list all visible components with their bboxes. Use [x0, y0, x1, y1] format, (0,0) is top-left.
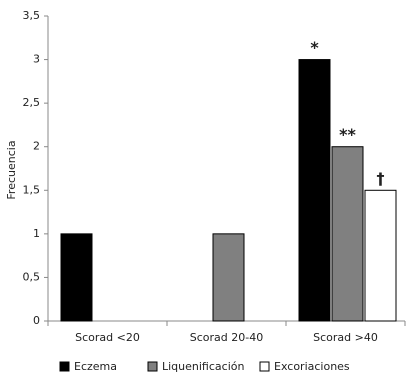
- y-tick-label: 0: [33, 314, 40, 327]
- legend-label: Excoriaciones: [274, 360, 350, 373]
- bar-annotation: *: [310, 38, 319, 57]
- y-tick-label: 3: [33, 53, 40, 66]
- bar-annotation: **: [339, 125, 356, 144]
- bar: [364, 189, 397, 322]
- y-tick-label: 0,5: [23, 270, 41, 283]
- bar: [60, 233, 93, 322]
- legend-label: Liquenificación: [162, 360, 244, 373]
- y-tick-label: 2,5: [23, 96, 41, 109]
- legend-label: Eczema: [74, 360, 117, 373]
- legend-swatch: [147, 361, 158, 372]
- y-tick-label: 3,5: [23, 9, 41, 22]
- y-tick-label: 1,5: [23, 183, 41, 196]
- legend-swatch: [59, 361, 70, 372]
- y-axis-label: Frecuencia: [5, 140, 18, 199]
- bar-annotation: †: [377, 169, 385, 188]
- x-tick-label: Scorad 20-40: [190, 331, 263, 344]
- y-tick-label: 1: [33, 227, 40, 240]
- y-tick-label: 2: [33, 140, 40, 153]
- bar: [331, 146, 364, 322]
- bar: [298, 59, 331, 322]
- bar: [212, 233, 245, 322]
- x-tick-label: Scorad <20: [75, 331, 140, 344]
- x-tick-label: Scorad >40: [313, 331, 378, 344]
- legend-swatch: [259, 361, 270, 372]
